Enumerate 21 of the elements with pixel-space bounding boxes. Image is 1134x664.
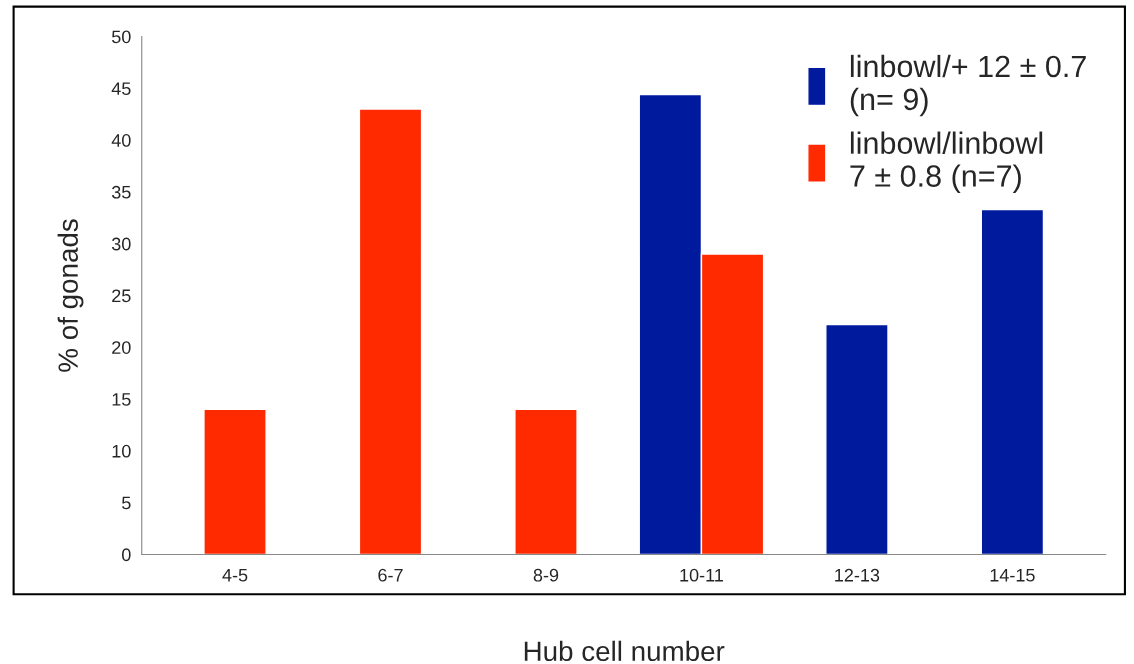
y-tick-label: 50 xyxy=(111,30,131,44)
x-tick-label: 10-11 xyxy=(680,568,723,582)
x-tick-label: 12-13 xyxy=(835,568,880,582)
legend-label: linbowl/linbowl 7 ± 0.8 (n=7) xyxy=(850,131,1043,193)
x-tick-label: 6-7 xyxy=(378,568,403,582)
y-tick-label: 30 xyxy=(111,237,131,251)
y-tick-label: 25 xyxy=(112,289,131,303)
y-tick-label: 35 xyxy=(111,185,131,199)
x-tick-label: 4-5 xyxy=(222,568,248,582)
x-tick-label: 14-15 xyxy=(990,568,1035,582)
y-tick-label: 10 xyxy=(112,444,131,458)
y-axis-title: % of gonads xyxy=(57,219,84,372)
x-tick-label: 8-9 xyxy=(533,568,559,582)
x-axis-title: Hub cell number xyxy=(524,640,725,662)
y-tick-label: 40 xyxy=(111,134,131,147)
y-tick-label: 5 xyxy=(122,496,131,510)
legend-label: linbowl/+ 12 ± 0.7 (n= 9) xyxy=(850,54,1086,117)
y-tick-label: 45 xyxy=(111,82,131,96)
y-tick-label: 0 xyxy=(122,548,131,562)
y-tick-label: 15 xyxy=(112,393,131,406)
y-tick-label: 20 xyxy=(112,341,131,354)
